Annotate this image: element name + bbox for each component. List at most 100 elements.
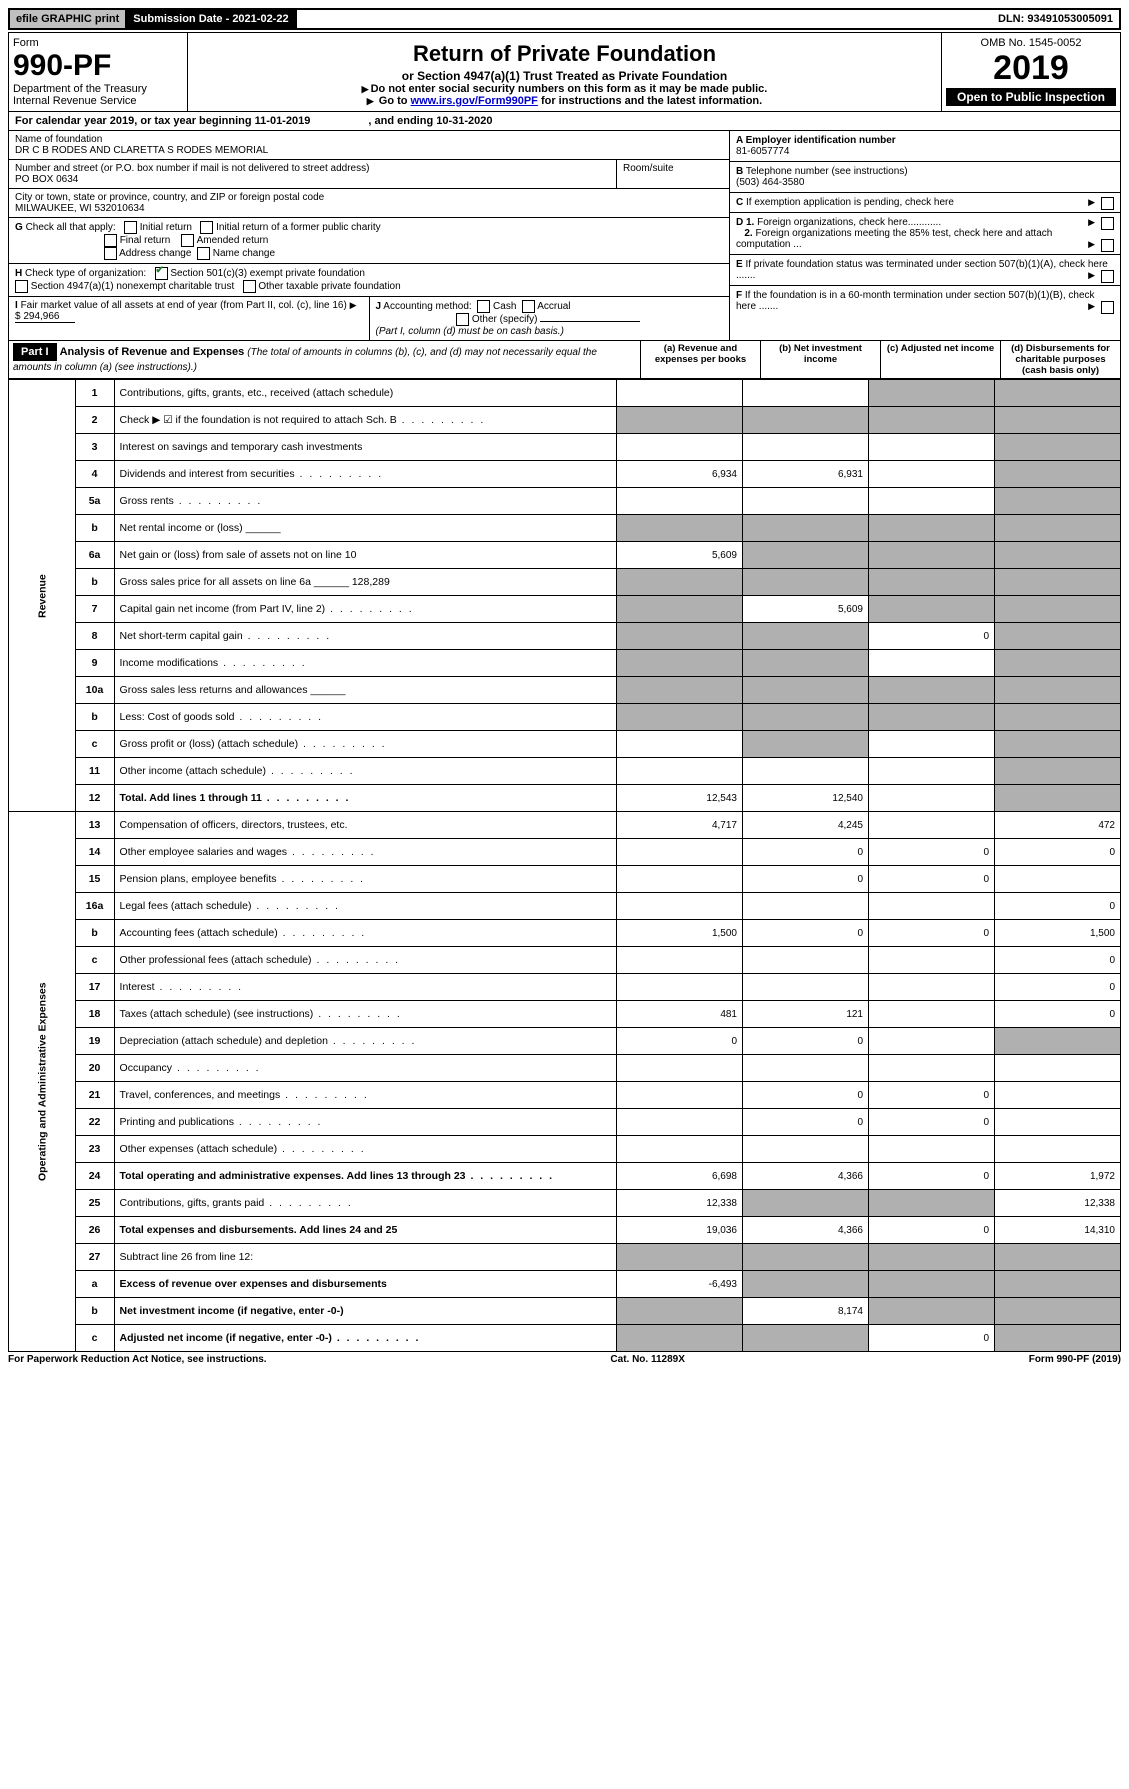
- cell-c: 0: [869, 839, 995, 866]
- table-row: 5aGross rents: [9, 488, 1121, 515]
- cell-ds: [995, 677, 1121, 704]
- line-description: Compensation of officers, directors, tru…: [114, 812, 616, 839]
- c-checkbox[interactable]: [1101, 197, 1114, 210]
- phone-value: (503) 464-3580: [736, 177, 804, 188]
- address-change-checkbox[interactable]: [104, 247, 117, 260]
- line-number: 26: [75, 1217, 114, 1244]
- cal-begin: 11-01-2019: [255, 115, 311, 127]
- table-row: 15Pension plans, employee benefits00: [9, 866, 1121, 893]
- cell-a: [617, 758, 743, 785]
- cell-b: 6,931: [743, 461, 869, 488]
- cell-ds: [995, 1109, 1121, 1136]
- cell-b: [743, 1244, 869, 1271]
- cell-b: [743, 569, 869, 596]
- line-number: 6a: [75, 542, 114, 569]
- f-checkbox[interactable]: [1101, 301, 1114, 314]
- cell-b: [743, 434, 869, 461]
- table-row: 2Check ▶ ☑ if the foundation is not requ…: [9, 407, 1121, 434]
- line-number: a: [75, 1271, 114, 1298]
- line-description: Net rental income or (loss) ______: [114, 515, 616, 542]
- cal-pre: For calendar year 2019, or tax year begi…: [15, 115, 255, 127]
- name-change-checkbox[interactable]: [197, 247, 210, 260]
- line-number: 7: [75, 596, 114, 623]
- cell-b: 121: [743, 1001, 869, 1028]
- cell-a: [617, 1325, 743, 1352]
- cell-b: 0: [743, 866, 869, 893]
- d1-text: Foreign organizations, check here.......…: [757, 217, 941, 228]
- line-number: 14: [75, 839, 114, 866]
- footer-left: For Paperwork Reduction Act Notice, see …: [8, 1354, 267, 1365]
- col-c-header: (c) Adjusted net income: [880, 341, 1000, 378]
- cell-a: [617, 1136, 743, 1163]
- line-description: Excess of revenue over expenses and disb…: [114, 1271, 616, 1298]
- initial-return-checkbox[interactable]: [124, 221, 137, 234]
- dln-number: DLN: 93491053005091: [992, 10, 1119, 28]
- cell-b: [743, 1190, 869, 1217]
- cell-ds: [995, 623, 1121, 650]
- h-label: H: [15, 268, 22, 279]
- line-description: Other professional fees (attach schedule…: [114, 947, 616, 974]
- g-opt-2: Address change: [119, 248, 191, 259]
- cell-a: [617, 866, 743, 893]
- part1-label: Part I: [13, 343, 57, 361]
- table-row: 11Other income (attach schedule): [9, 758, 1121, 785]
- cell-ds: [995, 1028, 1121, 1055]
- line-number: c: [75, 947, 114, 974]
- e-checkbox[interactable]: [1101, 270, 1114, 283]
- line-description: Less: Cost of goods sold: [114, 704, 616, 731]
- cell-a: [617, 1244, 743, 1271]
- final-return-checkbox[interactable]: [104, 234, 117, 247]
- cell-c: [869, 1136, 995, 1163]
- line-number: 24: [75, 1163, 114, 1190]
- col-a-header: (a) Revenue and expenses per books: [640, 341, 760, 378]
- other-method-checkbox[interactable]: [456, 313, 469, 326]
- table-row: bGross sales price for all assets on lin…: [9, 569, 1121, 596]
- e-text: If private foundation status was termina…: [736, 259, 1108, 281]
- 4947-checkbox[interactable]: [15, 280, 28, 293]
- calendar-year-row: For calendar year 2019, or tax year begi…: [8, 112, 1121, 131]
- g-opt-0: Initial return: [140, 222, 192, 233]
- cell-ds: 0: [995, 839, 1121, 866]
- efile-print-button[interactable]: efile GRAPHIC print: [10, 10, 127, 28]
- cell-c: [869, 758, 995, 785]
- irs-link[interactable]: www.irs.gov/Form990PF: [411, 95, 538, 107]
- room-label: Room/suite: [617, 160, 729, 188]
- line-description: Total. Add lines 1 through 11: [114, 785, 616, 812]
- info-grid: Name of foundation DR C B RODES AND CLAR…: [8, 131, 1121, 341]
- cell-c: [869, 677, 995, 704]
- cell-c: [869, 1055, 995, 1082]
- table-row: 12Total. Add lines 1 through 1112,54312,…: [9, 785, 1121, 812]
- cell-ds: 1,500: [995, 920, 1121, 947]
- other-taxable-checkbox[interactable]: [243, 280, 256, 293]
- cell-ds: [995, 569, 1121, 596]
- amended-checkbox[interactable]: [181, 234, 194, 247]
- cell-c: [869, 812, 995, 839]
- line-description: Other employee salaries and wages: [114, 839, 616, 866]
- cell-b: [743, 758, 869, 785]
- cell-a: [617, 596, 743, 623]
- line-description: Taxes (attach schedule) (see instruction…: [114, 1001, 616, 1028]
- cash-checkbox[interactable]: [477, 300, 490, 313]
- line-description: Net gain or (loss) from sale of assets n…: [114, 542, 616, 569]
- cell-c: 0: [869, 920, 995, 947]
- form-number: 990-PF: [13, 49, 183, 83]
- cell-a: 4,717: [617, 812, 743, 839]
- 501c3-checkbox[interactable]: [155, 267, 168, 280]
- table-row: 17Interest0: [9, 974, 1121, 1001]
- cell-ds: [995, 1244, 1121, 1271]
- initial-former-checkbox[interactable]: [200, 221, 213, 234]
- line-number: 1: [75, 380, 114, 407]
- footer: For Paperwork Reduction Act Notice, see …: [8, 1352, 1121, 1367]
- table-row: 4Dividends and interest from securities6…: [9, 461, 1121, 488]
- line-description: Other income (attach schedule): [114, 758, 616, 785]
- table-row: cOther professional fees (attach schedul…: [9, 947, 1121, 974]
- cell-c: [869, 380, 995, 407]
- d2-checkbox[interactable]: [1101, 239, 1114, 252]
- cell-a: 6,698: [617, 1163, 743, 1190]
- cell-ds: 0: [995, 947, 1121, 974]
- cell-b: 0: [743, 1028, 869, 1055]
- d1-checkbox[interactable]: [1101, 217, 1114, 230]
- accrual-checkbox[interactable]: [522, 300, 535, 313]
- part1-table: Revenue1Contributions, gifts, grants, et…: [8, 379, 1121, 1352]
- cell-c: [869, 1271, 995, 1298]
